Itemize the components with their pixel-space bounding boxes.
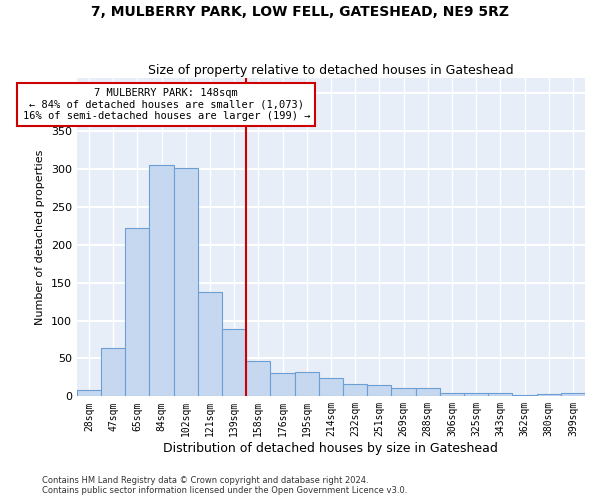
Bar [173,168,198,396]
Bar [222,329,246,396]
X-axis label: Distribution of detached houses by size in Gateshead: Distribution of detached houses by size … [163,442,499,455]
Text: Contains HM Land Registry data © Crown copyright and database right 2024.
Contai: Contains HM Land Registry data © Crown c… [42,476,407,495]
Bar [536,394,561,396]
Bar [561,394,585,396]
Bar [391,388,416,396]
Bar [125,228,149,396]
Title: Size of property relative to detached houses in Gateshead: Size of property relative to detached ho… [148,64,514,77]
Bar [101,348,125,397]
Bar [77,390,101,396]
Bar [319,378,343,396]
Bar [343,384,367,396]
Text: 7, MULBERRY PARK, LOW FELL, GATESHEAD, NE9 5RZ: 7, MULBERRY PARK, LOW FELL, GATESHEAD, N… [91,5,509,19]
Bar [488,392,512,396]
Bar [416,388,440,396]
Bar [246,362,271,396]
Bar [149,166,173,396]
Bar [512,395,536,396]
Bar [440,394,464,396]
Bar [295,372,319,396]
Y-axis label: Number of detached properties: Number of detached properties [35,150,45,325]
Bar [464,394,488,396]
Text: 7 MULBERRY PARK: 148sqm
← 84% of detached houses are smaller (1,073)
16% of semi: 7 MULBERRY PARK: 148sqm ← 84% of detache… [23,88,310,121]
Bar [198,292,222,397]
Bar [271,373,295,396]
Bar [367,385,391,396]
